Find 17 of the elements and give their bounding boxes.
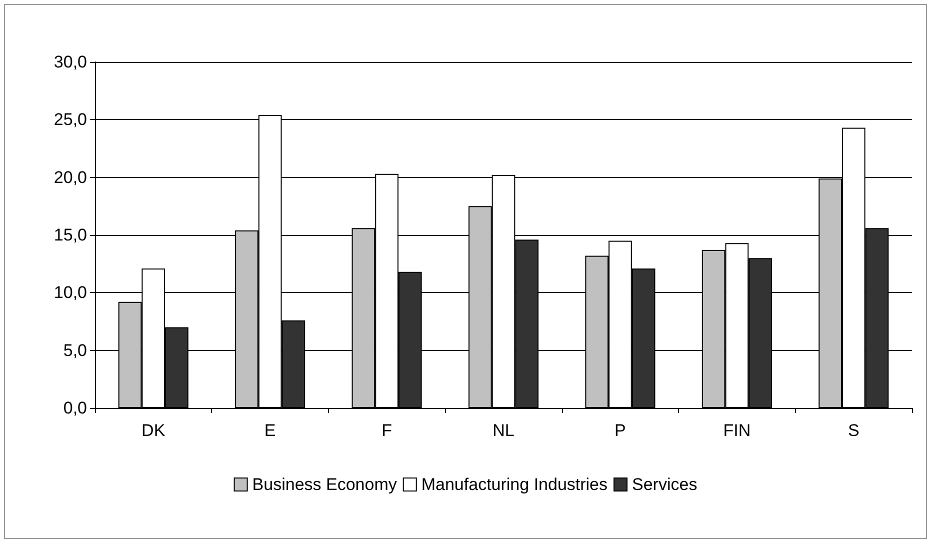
legend-label: Services — [632, 475, 698, 494]
y-tick-label: 10,0 — [54, 283, 87, 302]
y-tick-label: 20,0 — [54, 168, 87, 187]
x-tick-label: P — [614, 421, 626, 440]
y-tick-label: 0,0 — [63, 398, 87, 418]
x-tick-label: F — [382, 421, 392, 440]
x-tick-label: FIN — [723, 421, 751, 440]
x-tick-label: S — [848, 421, 860, 440]
y-tick-label: 15,0 — [54, 226, 87, 244]
x-tick-label: NL — [492, 421, 514, 440]
legend-label: Manufacturing Industries — [421, 475, 608, 494]
y-tick-label: 25,0 — [54, 110, 87, 130]
y-tick-label: 5,0 — [63, 340, 87, 360]
legend-label: Business Economy — [252, 475, 398, 494]
x-tick-label: DK — [142, 421, 166, 440]
x-tick-label: E — [264, 421, 276, 440]
y-tick-label: 30,0 — [54, 52, 87, 72]
